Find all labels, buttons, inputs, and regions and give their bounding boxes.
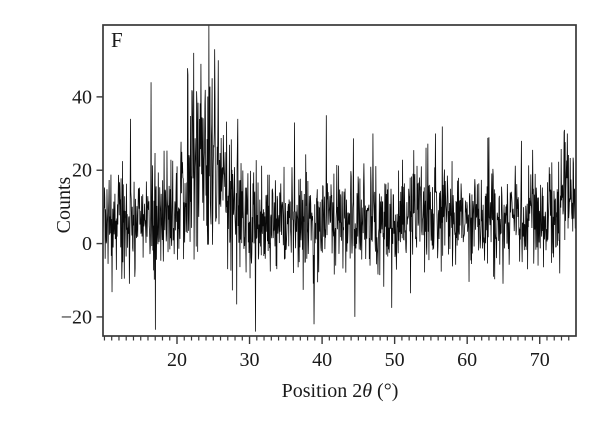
y-axis-ticks (96, 96, 103, 318)
y-axis-tick-labels: 40 20 0 −20 (61, 86, 92, 328)
x-tick-label: 20 (167, 349, 187, 371)
x-tick-label: 60 (457, 349, 477, 371)
x-axis-tick-labels: 20 30 40 50 60 70 (167, 349, 550, 371)
panel-label: F (111, 28, 123, 52)
plot-border (102, 24, 577, 337)
y-tick-label: −20 (61, 306, 92, 328)
xrd-trace (102, 25, 577, 332)
y-axis-label: Counts (53, 176, 75, 233)
y-tick-label: 0 (82, 233, 92, 255)
x-tick-label: 30 (240, 349, 260, 371)
y-tick-label: 20 (72, 160, 92, 182)
x-tick-label: 40 (312, 349, 332, 371)
x-tick-label: 50 (385, 349, 405, 371)
y-tick-label: 40 (72, 86, 92, 108)
x-axis-label: Position 2θ (°) (282, 380, 399, 402)
x-axis-ticks (103, 336, 570, 344)
x-tick-label: 70 (530, 349, 550, 371)
